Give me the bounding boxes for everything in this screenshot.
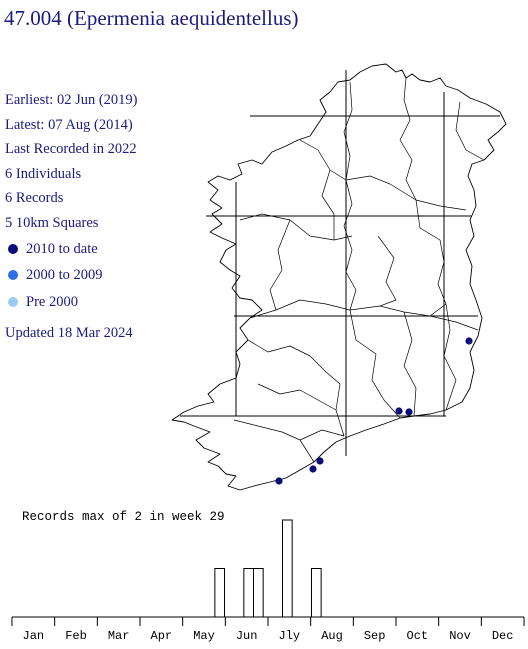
last-recorded: Last Recorded in 2022	[5, 141, 137, 158]
legend-dot-icon	[8, 270, 18, 281]
month-label: Apr	[151, 629, 173, 643]
ireland-outline	[171, 63, 507, 491]
chart-bar	[243, 568, 255, 618]
month-label: Oct	[407, 629, 429, 643]
month-label: Aug	[321, 629, 343, 643]
month-label: Mar	[108, 629, 130, 643]
latest-record: Latest: 07 Aug (2014)	[5, 116, 133, 133]
county-boundaries	[233, 77, 485, 463]
legend-item-pre-2000: Pre 2000	[5, 289, 138, 316]
month-ticks	[11, 617, 525, 626]
stats-panel: Earliest: 02 Jun (2019) Latest: 07 Aug (…	[5, 88, 138, 345]
record-dot	[465, 337, 473, 345]
earliest-record: Earliest: 02 Jun (2019)	[5, 92, 138, 108]
record-dot	[275, 477, 283, 485]
month-label: Jly	[279, 629, 301, 643]
month-label: Nov	[449, 629, 471, 643]
chart-bar	[310, 568, 322, 618]
legend-label: 2000 to 2009	[26, 267, 103, 284]
legend-dot-icon	[8, 296, 18, 307]
month-label: Jan	[23, 629, 45, 643]
month-label: Jun	[236, 629, 258, 643]
month-label: Feb	[65, 629, 87, 643]
page-title: 47.004 (Epermenia aequidentellus)	[4, 6, 299, 30]
weekly-records-chart: Jan Feb Mar Apr May Jun Jly Aug Sep Oct Nov Dec	[11, 519, 525, 643]
chart-bar	[214, 568, 226, 618]
legend-item-2010-to-date: 2010 to date	[5, 236, 138, 263]
updated-date: Updated 18 Mar 2024	[5, 325, 133, 342]
month-label: May	[193, 629, 215, 643]
chart-bar	[253, 568, 264, 618]
legend-dot-icon	[8, 243, 18, 254]
ireland-distribution-map	[171, 63, 507, 491]
record-dot	[395, 407, 403, 415]
record-dot	[309, 465, 317, 473]
individuals-count: 6 Individuals	[5, 165, 82, 182]
legend-label: Pre 2000	[26, 293, 78, 310]
record-dot	[405, 408, 413, 416]
chart-bars	[214, 519, 322, 618]
squares-count: 5 10km Squares	[5, 214, 99, 231]
records-count: 6 Records	[5, 190, 64, 207]
legend-label: 2010 to date	[26, 240, 98, 257]
grid-lines	[180, 70, 500, 456]
month-label: Dec	[492, 629, 514, 643]
record-dots	[275, 337, 473, 485]
record-dot	[316, 457, 324, 465]
month-labels: Jan Feb Mar Apr May Jun Jly Aug Sep Oct Nov Dec	[23, 629, 514, 643]
month-label: Sep	[364, 629, 386, 643]
chart-title: Records max of 2 in week 29	[22, 510, 225, 524]
chart-bar	[281, 519, 293, 618]
legend-item-2000-to-2009: 2000 to 2009	[5, 262, 138, 289]
